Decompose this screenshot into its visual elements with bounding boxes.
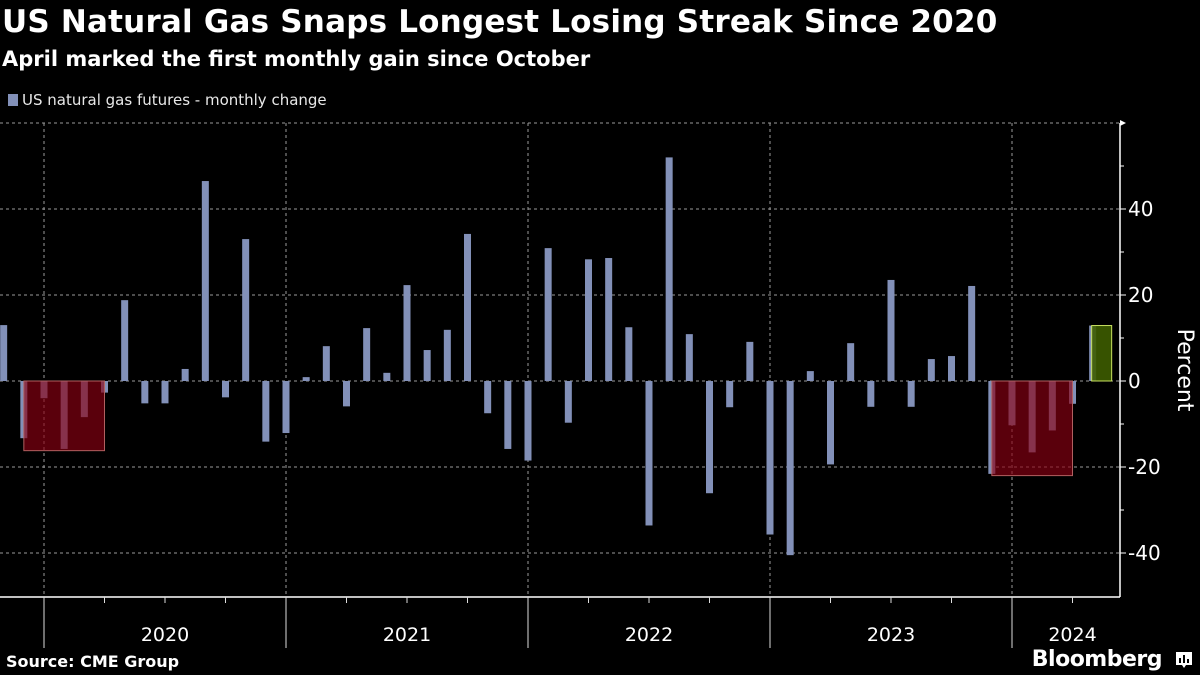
bar — [927, 359, 935, 381]
bar — [847, 343, 855, 381]
bar — [484, 381, 492, 414]
bar — [605, 258, 613, 381]
bar — [423, 350, 431, 381]
legend-swatch — [8, 94, 18, 106]
y-axis-top-tick — [1120, 120, 1126, 126]
x-tick-label: 2020 — [141, 624, 189, 646]
highlights — [23, 325, 1113, 477]
axes: -40 -20 0 20 40 2020 2021 2022 2023 2024 — [0, 120, 1161, 648]
y-tick-label: -20 — [1128, 455, 1161, 479]
bar — [161, 381, 169, 404]
bar — [262, 381, 270, 442]
y-tick-label: 20 — [1128, 283, 1153, 307]
bar — [363, 328, 371, 381]
x-tick-label: 2024 — [1048, 624, 1096, 646]
loss-streak-highlight-box — [23, 380, 105, 452]
bar — [585, 259, 592, 381]
bar — [685, 334, 693, 381]
bar — [806, 371, 814, 381]
bar — [887, 279, 895, 381]
bar — [383, 372, 391, 381]
bars — [0, 157, 1097, 556]
x-tick-label: 2021 — [383, 624, 431, 646]
legend-label: US natural gas futures - monthly change — [22, 91, 327, 109]
bar — [322, 346, 330, 381]
bar — [504, 381, 512, 449]
bar — [141, 381, 149, 404]
y-tick-label: 40 — [1128, 197, 1153, 221]
x-tick-label: 2022 — [625, 624, 673, 646]
bar — [867, 381, 875, 407]
bar — [544, 248, 552, 381]
bar — [181, 368, 189, 381]
bar — [968, 285, 976, 381]
bar — [121, 300, 129, 381]
legend: US natural gas futures - monthly change — [8, 91, 327, 109]
chart-title: US Natural Gas Snaps Longest Losing Stre… — [2, 4, 998, 40]
gain-highlight-box — [1091, 325, 1113, 382]
bar — [948, 356, 955, 381]
bar — [706, 381, 713, 494]
bar — [625, 327, 633, 381]
bar — [201, 181, 209, 381]
source-note: Source: CME Group — [6, 652, 180, 671]
bar — [907, 381, 915, 407]
bar — [665, 157, 673, 381]
bar — [524, 381, 532, 461]
bar — [827, 381, 834, 465]
bar — [786, 381, 794, 556]
x-tick-label: 2023 — [867, 624, 915, 646]
bar — [302, 377, 310, 381]
bar — [766, 381, 774, 535]
bar — [403, 285, 411, 381]
bar — [0, 325, 8, 381]
bar — [564, 381, 572, 423]
bar — [343, 381, 350, 407]
bar — [242, 239, 250, 381]
bloomberg-chart-icon — [1176, 652, 1192, 668]
bar — [645, 381, 653, 526]
y-tick-label: 0 — [1128, 369, 1141, 393]
loss-streak-highlight-box — [991, 380, 1073, 477]
bar — [222, 381, 229, 398]
y-axis-label: Percent — [1172, 329, 1197, 412]
bar — [746, 341, 754, 381]
bar — [726, 381, 734, 408]
bloomberg-logo: Bloomberg — [1031, 647, 1163, 672]
bar — [282, 381, 290, 434]
chart-subtitle: April marked the first monthly gain sinc… — [2, 47, 591, 71]
bar — [443, 329, 451, 381]
y-tick-label: -40 — [1128, 541, 1161, 565]
bar — [464, 233, 471, 381]
